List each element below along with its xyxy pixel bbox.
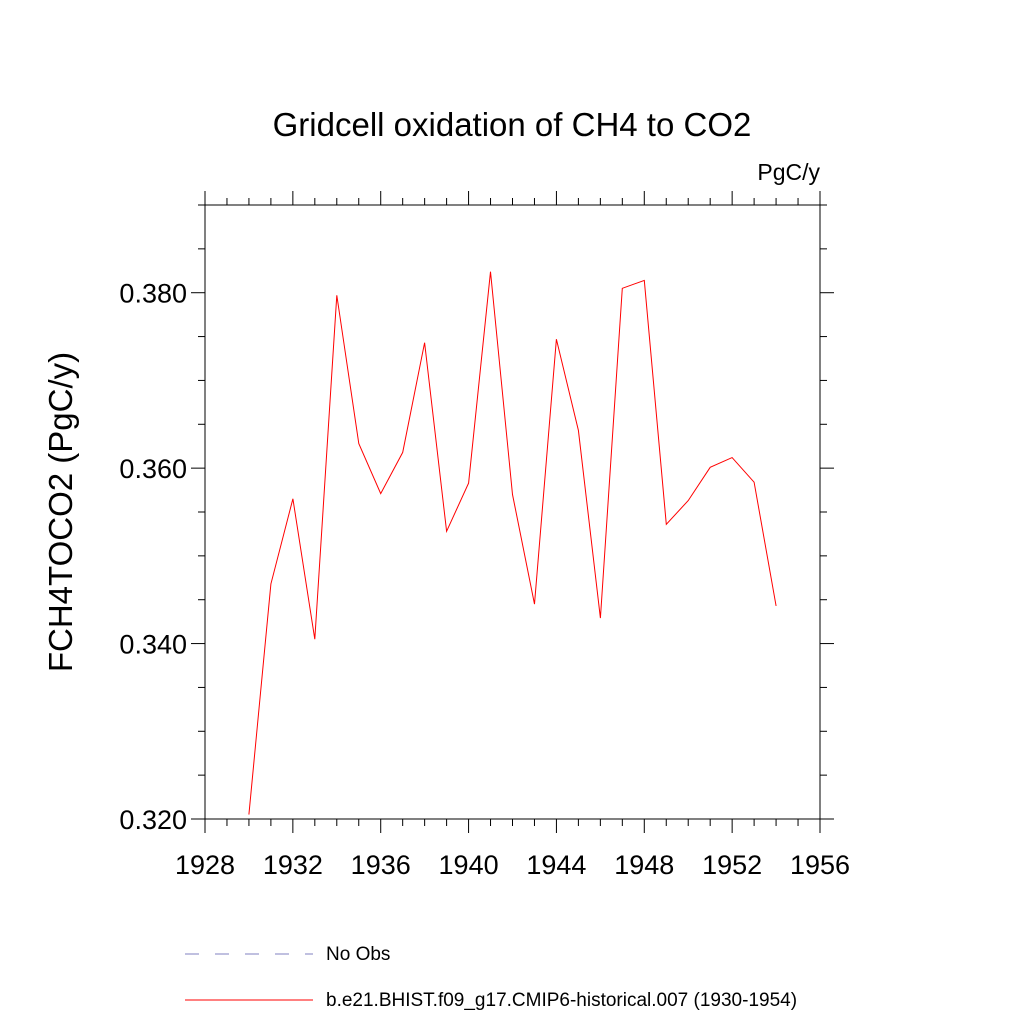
legend-label-no-obs: No Obs [326, 944, 390, 965]
series-line-0 [249, 272, 776, 815]
x-tick-label: 1932 [263, 850, 323, 880]
x-tick-label: 1956 [790, 850, 850, 880]
x-tick-label: 1944 [526, 850, 586, 880]
x-tick-label: 1948 [614, 850, 674, 880]
y-tick-label: 0.360 [119, 454, 187, 484]
series-layer [249, 272, 776, 815]
x-tick-label: 1952 [702, 850, 762, 880]
axis-ticks: 1928 1932 1936 1940 1944 1948 1952 1956 0.320 0.3… [119, 191, 850, 880]
plot-frame [205, 205, 820, 819]
y-axis-label: FCH4TOCO2 (PgC/y) [42, 352, 79, 672]
x-tick-label: 1928 [175, 850, 235, 880]
chart-title: Gridcell oxidation of CH4 to CO2 [273, 106, 752, 143]
x-tick-label: 1936 [351, 850, 411, 880]
y-tick-label: 0.380 [119, 279, 187, 309]
legend: No Obs b.e21.BHIST.f09_g17.CMIP6-histori… [185, 944, 797, 1011]
y-tick-label: 0.320 [119, 805, 187, 835]
y-tick-label: 0.340 [119, 630, 187, 660]
legend-label-historical: b.e21.BHIST.f09_g17.CMIP6-historical.007… [326, 990, 797, 1011]
units-label: PgC/y [757, 159, 820, 185]
x-tick-label: 1940 [439, 850, 499, 880]
